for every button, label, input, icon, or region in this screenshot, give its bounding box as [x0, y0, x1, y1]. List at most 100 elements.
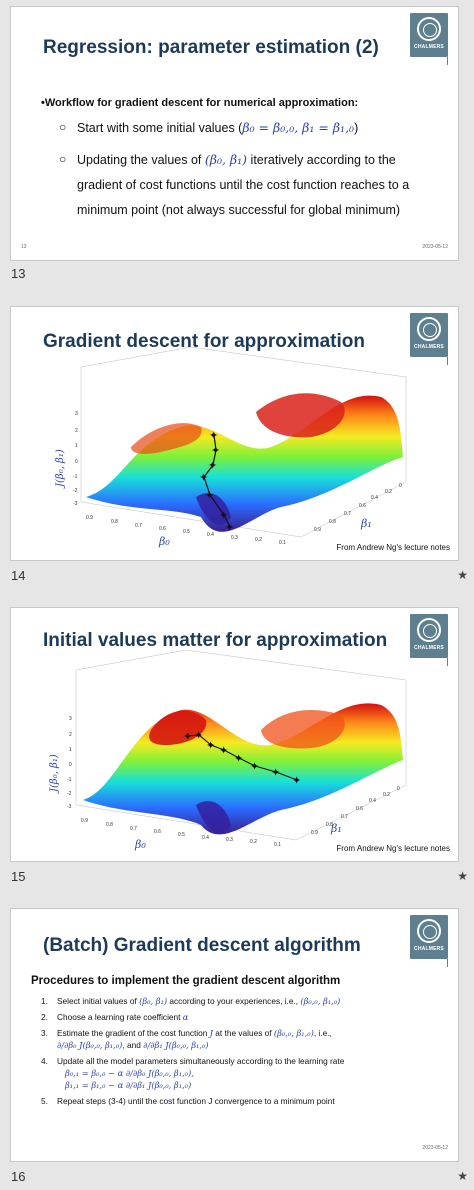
svg-text:0.2: 0.2 [383, 792, 390, 798]
list-item: ○ Start with some initial values (β₀ = β… [59, 120, 359, 135]
slide-number: 13 [11, 266, 26, 281]
svg-text:0.4: 0.4 [369, 798, 376, 804]
svg-text:-1: -1 [73, 474, 78, 480]
slide-14[interactable]: Gradient descent for approximation CHALM… [10, 306, 459, 561]
svg-text:-3: -3 [73, 501, 78, 507]
bullet-heading: •Workflow for gradient descent for numer… [41, 97, 359, 109]
svg-text:✦: ✦ [206, 739, 215, 752]
svg-text:✦: ✦ [211, 444, 220, 457]
axis-label-z: J(β₀, β₁) [55, 449, 66, 489]
list-item: 4. Update all the model parameters simult… [41, 1056, 345, 1090]
axis-label-x: β₀ [134, 838, 146, 851]
svg-text:✦: ✦ [250, 760, 259, 773]
svg-text:0.4: 0.4 [371, 495, 378, 501]
list-item: 1. Select initial values of (β₀, β₁) acco… [41, 996, 341, 1006]
svg-text:-2: -2 [67, 791, 72, 797]
slide-number: 14 [11, 568, 26, 583]
svg-text:✦: ✦ [219, 744, 228, 757]
svg-text:1: 1 [75, 443, 78, 449]
steps-list: 1. Select initial values of (β₀, β₁) acco… [41, 995, 441, 1111]
svg-text:✦: ✦ [225, 521, 234, 534]
svg-text:0.2: 0.2 [255, 537, 262, 543]
svg-text:✦: ✦ [234, 752, 243, 765]
svg-text:✦: ✦ [271, 766, 280, 779]
svg-text:0.8: 0.8 [106, 822, 113, 828]
procedure-heading: Procedures to implement the gradient des… [31, 975, 341, 987]
svg-text:0.4: 0.4 [202, 835, 209, 841]
list-item: 5. Repeat steps (3-4) until the cost func… [41, 1096, 335, 1106]
svg-text:✦: ✦ [219, 509, 228, 522]
svg-text:0.1: 0.1 [279, 540, 286, 546]
svg-text:0.3: 0.3 [231, 535, 238, 541]
slide-title: Initial values matter for approximation [43, 630, 388, 651]
svg-text:2: 2 [69, 732, 72, 738]
svg-text:0.7: 0.7 [344, 511, 351, 517]
svg-text:0.9: 0.9 [311, 830, 318, 836]
slide-title: Gradient descent for approximation [43, 331, 365, 352]
svg-text:0.2: 0.2 [385, 489, 392, 495]
svg-text:0.3: 0.3 [226, 837, 233, 843]
slide-title: Regression: parameter estimation (2) [43, 37, 379, 58]
footer-page: 13 [21, 244, 27, 250]
svg-text:✦: ✦ [292, 774, 301, 787]
slide-15[interactable]: Initial values matter for approximation … [10, 607, 459, 862]
svg-text:0: 0 [399, 483, 402, 489]
svg-text:0.7: 0.7 [135, 523, 142, 529]
svg-text:0.1: 0.1 [274, 842, 281, 848]
axis-label-y: β₁ [360, 517, 372, 530]
svg-text:0.6: 0.6 [359, 503, 366, 509]
svg-text:3: 3 [75, 411, 78, 417]
svg-text:-3: -3 [67, 804, 72, 810]
svg-text:0.8: 0.8 [111, 519, 118, 525]
svg-text:0: 0 [397, 786, 400, 792]
svg-text:✦: ✦ [194, 729, 203, 742]
star-icon[interactable]: ★ [457, 568, 468, 582]
svg-text:0.7: 0.7 [341, 814, 348, 820]
list-item: 2. Choose a learning rate coefficient α [41, 1012, 189, 1022]
svg-text:0.9: 0.9 [314, 527, 321, 533]
svg-text:0.5: 0.5 [183, 529, 190, 535]
chalmers-logo: CHALMERS [410, 614, 448, 666]
svg-text:0.9: 0.9 [81, 818, 88, 824]
svg-text:0: 0 [75, 459, 78, 465]
svg-text:✦: ✦ [209, 429, 218, 442]
svg-text:0: 0 [69, 762, 72, 768]
star-icon[interactable]: ★ [457, 869, 468, 883]
list-item: 3. Estimate the gradient of the cost func… [41, 1028, 332, 1050]
svg-text:0.9: 0.9 [86, 515, 93, 521]
slide-16[interactable]: (Batch) Gradient descent algorithm CHALM… [10, 908, 459, 1162]
svg-text:✦: ✦ [183, 730, 192, 743]
svg-text:2: 2 [75, 428, 78, 434]
svg-text:0.6: 0.6 [159, 526, 166, 532]
svg-text:✦: ✦ [208, 459, 217, 472]
svg-text:0.4: 0.4 [207, 532, 214, 538]
svg-text:0.7: 0.7 [130, 826, 137, 832]
svg-text:0.6: 0.6 [356, 806, 363, 812]
svg-text:0.6: 0.6 [154, 829, 161, 835]
svg-text:-1: -1 [67, 777, 72, 783]
svg-text:-2: -2 [73, 488, 78, 494]
slide-number: 16 [11, 1169, 26, 1184]
chalmers-logo: CHALMERS [410, 313, 448, 365]
chalmers-logo: CHALMERS [410, 13, 448, 65]
svg-text:0.5: 0.5 [178, 832, 185, 838]
axis-label-z: J(β₀, β₁) [49, 754, 60, 794]
slide-title: (Batch) Gradient descent algorithm [43, 935, 361, 956]
star-icon[interactable]: ★ [457, 1169, 468, 1183]
chalmers-logo: CHALMERS [410, 915, 448, 967]
slide-13[interactable]: Regression: parameter estimation (2) CHA… [10, 6, 459, 261]
source-note: From Andrew Ng's lecture notes [336, 844, 450, 853]
footer-date: 2023-05-12 [422, 1145, 448, 1151]
source-note: From Andrew Ng's lecture notes [336, 543, 450, 552]
svg-text:✦: ✦ [205, 489, 214, 502]
svg-text:3: 3 [69, 716, 72, 722]
footer-date: 2023-05-12 [422, 244, 448, 250]
svg-text:✦: ✦ [199, 471, 208, 484]
slide-number: 15 [11, 869, 26, 884]
svg-text:0.8: 0.8 [326, 822, 333, 828]
axis-label-x: β₀ [158, 535, 170, 548]
svg-text:0.2: 0.2 [250, 839, 257, 845]
list-item: ○ Updating the values of (β₀, β₁) iterat… [59, 152, 410, 217]
